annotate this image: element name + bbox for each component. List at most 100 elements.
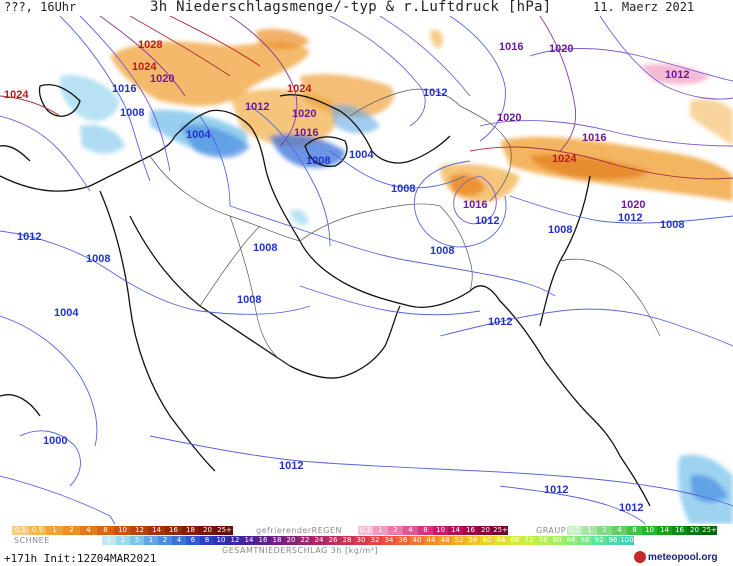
legend-swatch: 56: [466, 536, 480, 545]
legend-swatch: 5: [130, 536, 144, 545]
isobar-label: 1008: [86, 253, 110, 265]
legend-swatch: 0.1: [12, 526, 29, 535]
legend-swatch: 16: [463, 526, 478, 535]
isobar-label: 1008: [306, 155, 330, 167]
legend-swatch: 25+: [702, 526, 717, 535]
legend-swatch: 84: [564, 536, 578, 545]
isobar-label: 1016: [294, 127, 318, 139]
isobar-label: 1008: [660, 219, 684, 231]
snow-scale: 0.1 0.5 1 2 4 8 10 12 14 16 18 20 25+: [12, 526, 233, 535]
legend-swatch: 4: [172, 536, 186, 545]
legend-swatch: 30: [354, 536, 368, 545]
isobar-label: 1016: [582, 132, 606, 144]
legend-swatch: 20: [284, 536, 298, 545]
isobar-label: 1020: [549, 43, 573, 55]
isobar-label: 1024: [4, 89, 29, 101]
model-run-label: +171h Init:12Z04MAR2021: [4, 552, 157, 565]
isobar-label: 1012: [618, 212, 642, 224]
legend-swatch: 12: [228, 536, 242, 545]
legend-swatch: 8: [97, 526, 114, 535]
legend-swatch: 4: [80, 526, 97, 535]
precipitation-legend: 0.1 0.5 1 2 4 8 10 12 14 16 18 20 25+ SCHNEE gefrier…: [0, 524, 733, 566]
legend-swatch: 14: [148, 526, 165, 535]
legend-swatch: 10: [214, 536, 228, 545]
isobars: [0, 16, 733, 524]
isobar-label: 1012: [423, 87, 447, 99]
isobar-label: 1012: [475, 215, 499, 227]
isobar-labels: 1028 1024 1024 1020 1016 1008 1004 1012 …: [4, 39, 689, 514]
meteopool-logo[interactable]: meteopool.org: [634, 551, 717, 563]
legend-swatch: 12: [131, 526, 148, 535]
legend-swatch: 24: [312, 536, 326, 545]
isobar-label: 1012: [665, 69, 689, 81]
legend-swatch: 48: [438, 536, 452, 545]
legend-swatch: 16: [672, 526, 687, 535]
isobar-label: 1020: [150, 73, 174, 85]
forecast-time-label: ???, 16Uhr: [4, 0, 77, 14]
legend-swatch: 2: [597, 526, 612, 535]
legend-swatch: 1: [46, 526, 63, 535]
legend-swatch: 18: [182, 526, 199, 535]
isobar-label: 1004: [54, 307, 79, 319]
legend-swatch: 96: [606, 536, 620, 545]
legend-swatch: 68: [508, 536, 522, 545]
forecast-date: 11. Maerz 2021: [593, 0, 695, 14]
legend-swatch: 6: [186, 536, 200, 545]
legend-swatch: 0.1: [358, 526, 373, 535]
isobar-label: 1020: [621, 199, 645, 211]
isobar-label: 1008: [548, 224, 572, 236]
legend-swatch: 1: [373, 526, 388, 535]
legend-swatch: 10: [433, 526, 448, 535]
freezing-rain-legend-label: gefrierenderREGEN: [256, 526, 342, 535]
legend-swatch: 10: [642, 526, 657, 535]
legend-swatch: 28: [340, 536, 354, 545]
isobar-label: 1020: [292, 108, 316, 120]
snow-legend-label: SCHNEE: [14, 536, 50, 545]
legend-swatch: 44: [424, 536, 438, 545]
legend-swatch: 8: [200, 536, 214, 545]
country-borders: [149, 88, 661, 367]
isobar-label: 1012: [279, 460, 303, 472]
legend-swatch: 40: [410, 536, 424, 545]
isobar-label: 1012: [544, 484, 568, 496]
legend-swatch: 26: [326, 536, 340, 545]
legend-swatch: 64: [494, 536, 508, 545]
isobar-label: 1016: [499, 41, 523, 53]
legend-swatch: 25+: [216, 526, 233, 535]
isobar-label: 1004: [349, 149, 374, 161]
legend-swatch: 16: [256, 536, 270, 545]
legend-swatch: 52: [452, 536, 466, 545]
meteopool-logo-text: meteopool.org: [648, 551, 718, 563]
legend-swatch: 25+: [493, 526, 508, 535]
legend-swatch: 16: [165, 526, 182, 535]
legend-swatch: 14: [657, 526, 672, 535]
title-bar: ???, 16Uhr 3h Niederschlagsmenge/-typ & …: [0, 0, 733, 16]
pressure-precip-map: 1028 1024 1024 1020 1016 1008 1004 1012 …: [0, 16, 733, 524]
legend-swatch: 60: [480, 536, 494, 545]
isobar-label: 1004: [186, 129, 211, 141]
legend-swatch: 18: [270, 536, 284, 545]
legend-swatch: 1: [102, 536, 116, 545]
legend-swatch: 88: [578, 536, 592, 545]
legend-swatch: 0.5: [29, 526, 46, 535]
legend-swatch: 80: [550, 536, 564, 545]
isobar-label: 1008: [237, 294, 261, 306]
legend-swatch: 32: [368, 536, 382, 545]
legend-swatch: 10: [114, 526, 131, 535]
total-legend-label: GESAMTNIEDERSCHLAG 3h [kg/m²]: [222, 546, 379, 555]
legend-swatch: 14: [242, 536, 256, 545]
legend-swatch: 92: [592, 536, 606, 545]
graupel-scale: 0.1 1 2 4 8 10 14 16 20 25+: [567, 526, 717, 535]
graupel-legend-label: GRAUPEL: [536, 526, 577, 535]
legend-swatch: 100: [620, 536, 634, 545]
legend-swatch: 20: [478, 526, 493, 535]
legend-swatch: 34: [382, 536, 396, 545]
isobar-label: 1008: [120, 107, 144, 119]
isobar-label: 1024: [287, 83, 312, 95]
meteopool-logo-icon: [634, 551, 646, 563]
isobar-label: 1016: [463, 199, 487, 211]
legend-swatch: 76: [536, 536, 550, 545]
legend-swatch: 20: [687, 526, 702, 535]
legend-swatch: 72: [522, 536, 536, 545]
legend-swatch: 22: [298, 536, 312, 545]
